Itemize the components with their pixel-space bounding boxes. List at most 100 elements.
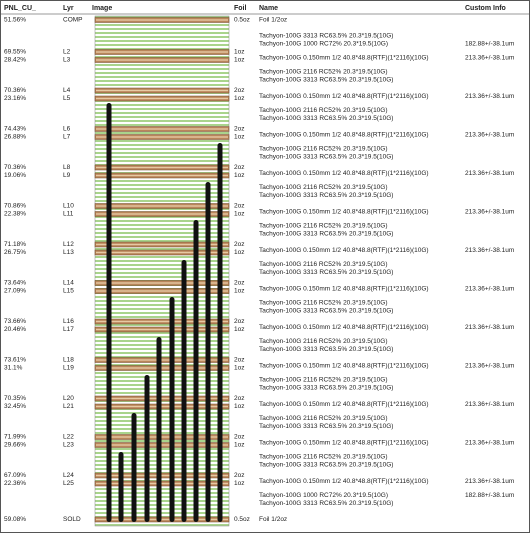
copper-layers (94, 17, 230, 523)
foil: 1oz (234, 442, 244, 449)
via (106, 103, 112, 522)
material-name: Tachyon-100G 3313 RC63.5% 20.3*19.5(10G) (259, 462, 393, 469)
custom-info: 213.36+/-38.1um (465, 440, 514, 447)
material-name: Tachyon-100G 3313 RC63.5% 20.3*19.5(10G) (259, 115, 393, 122)
material-name: Tachyon-100G 3313 RC63.5% 20.3*19.5(10G) (259, 423, 393, 430)
vias (106, 103, 223, 522)
via (156, 337, 162, 522)
foil: 2oz (234, 87, 244, 94)
layer-name: L12 (63, 241, 74, 248)
foil: 2oz (234, 472, 244, 479)
copper-highlight (96, 482, 228, 485)
custom-info: 213.36+/-38.1um (465, 209, 514, 216)
material-name: Tachyon-100G 2116 RC52% 20.3*19.5(10G) (259, 377, 388, 384)
pnl-cu: 23.16% (4, 95, 26, 102)
material-name: Tachyon-100G 0.150mm 1/2 40.8*48.8(RTF)(… (259, 440, 429, 447)
material-name: Tachyon-100G 3313 RC63.5% 20.3*19.5(10G) (259, 308, 393, 315)
layer-name: L9 (63, 172, 71, 179)
foil: 1oz (234, 480, 244, 487)
custom-info: 213.36+/-38.1um (465, 478, 514, 485)
foil: 1oz (234, 365, 244, 372)
custom-info: 213.36+/-38.1um (465, 132, 514, 139)
layer-name: L25 (63, 480, 74, 487)
layer-name: L13 (63, 249, 74, 256)
copper-highlight (96, 59, 228, 61)
copper-highlight (96, 136, 228, 138)
layer-name: L5 (63, 95, 71, 102)
pnl-cu: 32.45% (4, 403, 26, 410)
material-name: Tachyon-100G 1000 RC72% 20.3*19.5(10G) (259, 492, 388, 499)
foil: 1oz (234, 288, 244, 295)
copper-highlight (96, 518, 228, 521)
copper-highlight (96, 397, 228, 400)
foil: 1oz (234, 57, 244, 64)
foil: 2oz (234, 164, 244, 171)
pnl-cu: 70.36% (4, 164, 26, 171)
copper-highlight (96, 282, 228, 284)
copper-highlight (96, 444, 228, 446)
custom-info: 213.36+/-38.1um (465, 93, 514, 100)
custom-info: 213.36+/-38.1um (465, 401, 514, 408)
layer-name: L11 (63, 211, 74, 218)
material-name: Tachyon-100G 2116 RC52% 20.3*19.5(10G) (259, 69, 388, 76)
pnl-cu: 74.43% (4, 126, 26, 133)
layer-name: L21 (63, 403, 74, 410)
material-name: Tachyon-100G 2116 RC52% 20.3*19.5(10G) (259, 146, 388, 153)
copper-highlight (96, 205, 228, 207)
pnl-cu: 70.35% (4, 395, 26, 402)
foil: 0.5oz (234, 17, 250, 24)
material-name: Tachyon-100G 3313 RC63.5% 20.3*19.5(10G) (259, 77, 393, 84)
copper-highlight (96, 367, 228, 369)
foil: 1oz (234, 172, 244, 179)
layer-name: L10 (63, 203, 74, 210)
copper-highlight (96, 290, 228, 292)
foil: 0.5oz (234, 516, 250, 523)
custom-info: 213.36+/-38.1um (465, 170, 514, 177)
pnl-cu: 73.64% (4, 280, 26, 287)
pnl-cu: 59.08% (4, 516, 26, 523)
layer-name: L23 (63, 442, 74, 449)
col-header: Name (259, 5, 278, 12)
layer-name: L24 (63, 472, 74, 479)
foil: 1oz (234, 249, 244, 256)
foil: 2oz (234, 126, 244, 133)
layer-name: L4 (63, 87, 71, 94)
col-header: PNL_CU_ (4, 5, 36, 12)
layer-name: L7 (63, 134, 71, 141)
material-name: Tachyon-100G 0.150mm 1/2 40.8*48.8(RTF)(… (259, 478, 429, 485)
material-name: Foil 1/2oz (259, 516, 287, 523)
material-name: Tachyon-100G 3313 RC63.5% 20.3*19.5(10G) (259, 231, 393, 238)
layer-name: L22 (63, 434, 74, 441)
foil: 1oz (234, 95, 244, 102)
material-name: Tachyon-100G 2116 RC52% 20.3*19.5(10G) (259, 415, 388, 422)
custom-info: 182.88+/-38.1um (465, 41, 514, 48)
layer-name: L16 (63, 318, 74, 325)
layer-name: L2 (63, 49, 71, 56)
foil: 1oz (234, 49, 244, 56)
layer-name: L3 (63, 57, 71, 64)
material-name: Tachyon-100G 3313 RC63.5% 20.3*19.5(10G) (259, 500, 393, 507)
foil: 2oz (234, 203, 244, 210)
material-name: Tachyon-100G 2116 RC52% 20.3*19.5(10G) (259, 184, 388, 191)
layer-name: L15 (63, 288, 74, 295)
pnl-cu: 27.09% (4, 288, 26, 295)
custom-info: 213.36+/-38.1um (465, 247, 514, 254)
material-name: Tachyon-100G 3313 RC63.5% 20.3*19.5(10G) (259, 154, 393, 161)
custom-info: 213.36+/-38.1um (465, 55, 514, 62)
pnl-cu: 28.42% (4, 57, 26, 64)
copper-highlight (96, 174, 228, 177)
foil: 2oz (234, 395, 244, 402)
material-name: Foil 1/2oz (259, 17, 287, 24)
material-name: Tachyon-100G 2116 RC52% 20.3*19.5(10G) (259, 338, 388, 345)
copper-highlight (96, 436, 228, 438)
pnl-cu: 71.99% (4, 434, 26, 441)
layer-name: L17 (63, 326, 74, 333)
copper-highlight (96, 243, 228, 246)
material-name: Tachyon-100G 0.150mm 1/2 40.8*48.8(RTF)(… (259, 363, 429, 370)
material-name: Tachyon-100G 0.150mm 1/2 40.8*48.8(RTF)(… (259, 132, 429, 139)
material-name: Tachyon-100G 3313 RC63.5% 20.3*19.5(10G) (259, 346, 393, 353)
material-name: Tachyon-100G 0.150mm 1/2 40.8*48.8(RTF)(… (259, 324, 429, 331)
layer-name: L18 (63, 357, 74, 364)
copper-highlight (96, 166, 228, 169)
foil: 1oz (234, 211, 244, 218)
